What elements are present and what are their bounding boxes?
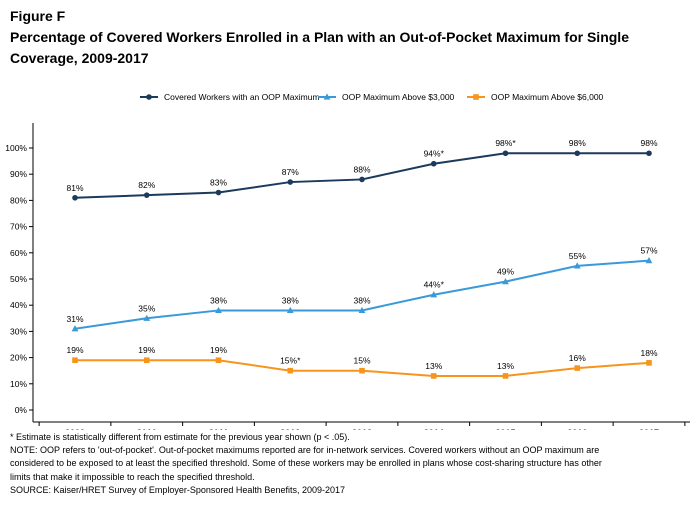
data-label-s3: 18%	[640, 348, 657, 358]
figure-label: Figure F	[10, 8, 66, 24]
data-point-s1	[287, 179, 294, 185]
data-label-s2: 57%	[640, 246, 657, 256]
data-point-s1	[143, 192, 150, 198]
x-tick-label: 2015	[495, 428, 515, 430]
x-tick-label: 2017	[639, 428, 659, 430]
x-tick-label: 2009	[65, 428, 85, 430]
x-tick-label: 2016	[567, 428, 587, 430]
note-asterisk: * Estimate is statistically different fr…	[10, 432, 350, 442]
note-line-2: considered to be exposed to at least the…	[10, 458, 602, 469]
note-line-3: limits that make it impossible to reach …	[10, 471, 255, 482]
y-tick-label: 100%	[5, 143, 27, 153]
data-label-s1: 82%	[138, 180, 155, 190]
y-tick-label: 90%	[10, 169, 27, 179]
x-tick-label: 2010	[137, 428, 157, 430]
data-point-s2	[143, 314, 151, 321]
data-point-s2	[358, 306, 366, 314]
legend-label-3: OOP Maximum Above $6,000	[491, 92, 604, 102]
data-label-s1: 88%	[353, 164, 370, 174]
data-label-s1: 94%*	[424, 149, 445, 159]
x-tick-label: 2011	[209, 428, 229, 430]
data-point-s1	[574, 150, 581, 157]
data-label-s2: 35%	[138, 303, 155, 313]
data-label-s3: 19%	[66, 345, 83, 355]
data-point-s1	[502, 150, 509, 157]
data-point-s3	[143, 357, 150, 364]
data-label-s3: 13%	[425, 361, 442, 371]
y-tick-label: 50%	[10, 274, 27, 284]
data-point-s1	[646, 150, 652, 157]
data-point-s3	[574, 365, 581, 371]
series-line-1	[74, 152, 649, 199]
data-label-s2: 31%	[66, 314, 83, 324]
data-label-s2: 38%	[353, 295, 370, 305]
y-tick-label: 30%	[10, 326, 27, 336]
data-label-s3: 13%	[497, 361, 514, 371]
legend-label-2: OOP Maximum Above $3,000	[342, 92, 455, 102]
line-chart: 0% 10% 20% 30% 40% 50% 60% 70% 80% 90% 100% 2009 201…	[5, 92, 690, 430]
x-tick-label: 2012	[280, 428, 300, 430]
data-label-s1: 98%	[640, 138, 657, 148]
data-label-s3: 16%	[569, 353, 586, 363]
data-point-s3	[359, 367, 365, 374]
data-point-s3	[72, 357, 78, 364]
data-label-s3: 15%*	[280, 356, 301, 366]
data-label-s1: 83%	[210, 178, 227, 188]
data-point-s3	[646, 360, 652, 366]
data-point-s1	[215, 189, 222, 196]
legend-marker-2	[323, 93, 331, 100]
data-point-s3	[287, 367, 294, 374]
y-tick-label: 0%	[15, 405, 28, 415]
data-label-s2: 49%	[497, 267, 514, 277]
legend-marker-1	[146, 94, 152, 100]
data-point-s2	[430, 291, 438, 298]
data-point-s1	[430, 160, 437, 167]
data-point-s2	[645, 257, 653, 264]
data-label-s3: 15%	[353, 356, 370, 366]
y-tick-label: 20%	[10, 353, 27, 363]
note-line-1: NOTE: OOP refers to 'out-of-pocket'. Out…	[10, 445, 600, 456]
data-label-s3: 19%	[210, 345, 227, 355]
data-label-s1: 87%	[282, 167, 299, 177]
data-label-s2: 38%	[282, 295, 299, 305]
data-point-s2	[71, 325, 79, 332]
note-source: SOURCE: Kaiser/HRET Survey of Employer-S…	[10, 484, 345, 495]
data-label-s1: 81%	[66, 183, 83, 193]
legend-marker-3	[473, 94, 479, 100]
data-point-s2	[573, 262, 581, 269]
x-tick-label: 2014	[424, 428, 444, 430]
data-label-s2: 38%	[210, 295, 227, 305]
data-point-s1	[72, 194, 78, 201]
chart-title: Percentage of Covered Workers Enrolled i…	[10, 29, 629, 66]
data-label-s1: 98%*	[495, 138, 516, 148]
data-point-s2	[215, 306, 222, 314]
data-point-s3	[215, 357, 222, 364]
data-point-s3	[502, 373, 509, 379]
data-point-s2	[502, 278, 509, 285]
data-point-s1	[359, 176, 365, 183]
data-point-s2	[286, 306, 294, 314]
data-label-s2: 55%	[569, 251, 586, 261]
data-point-s3	[430, 373, 437, 379]
legend-label-1: Covered Workers with an OOP Maximum	[164, 92, 320, 102]
y-tick-label: 60%	[10, 248, 27, 258]
data-label-s1: 98%	[569, 138, 586, 148]
y-tick-label: 80%	[10, 195, 27, 205]
data-label-s3: 19%	[138, 345, 155, 355]
data-label-s2: 44%*	[424, 280, 445, 290]
y-tick-label: 70%	[10, 222, 27, 232]
x-tick-label: 2013	[352, 428, 372, 430]
y-tick-label: 40%	[10, 300, 27, 310]
y-tick-label: 10%	[10, 379, 27, 389]
chart-notes: * Estimate is statistically different fr…	[10, 431, 690, 497]
